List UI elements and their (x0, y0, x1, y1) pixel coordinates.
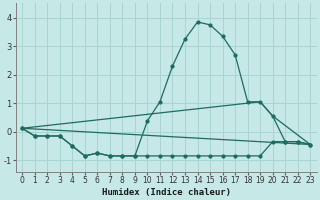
X-axis label: Humidex (Indice chaleur): Humidex (Indice chaleur) (102, 188, 231, 197)
